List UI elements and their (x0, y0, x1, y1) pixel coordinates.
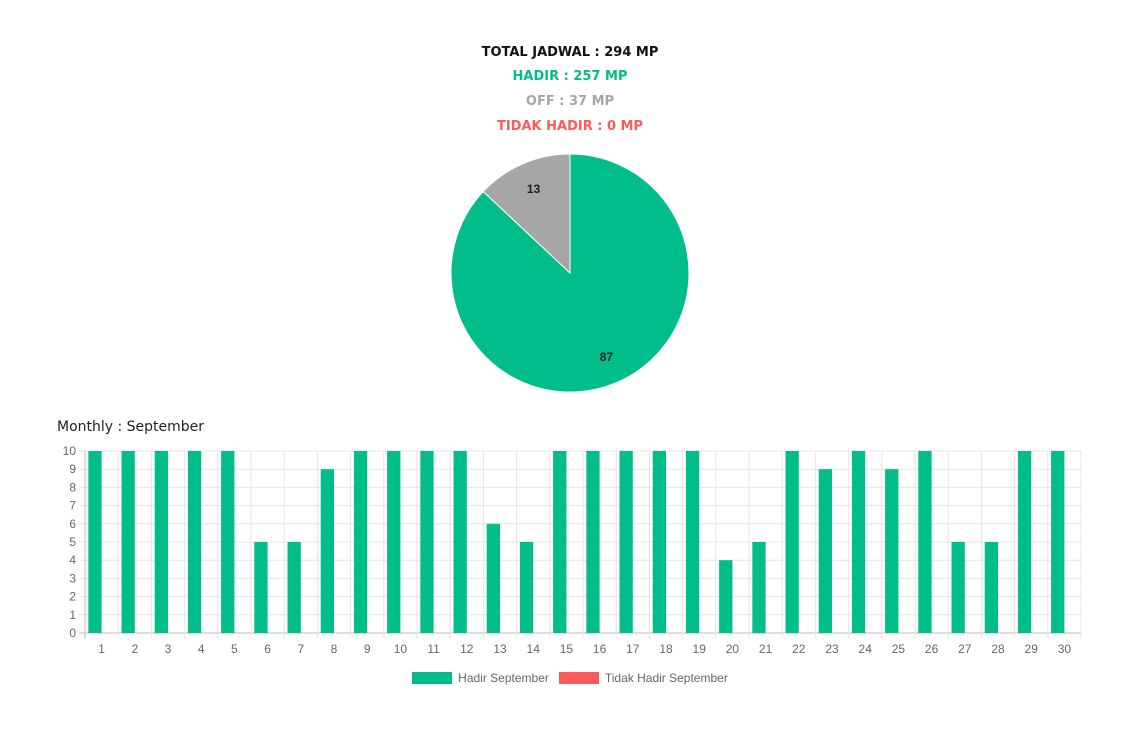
legend-label-tidak-hadir: Tidak Hadir September (604, 671, 728, 685)
x-tick-label: 23 (825, 642, 839, 656)
y-tick-label: 2 (69, 590, 76, 604)
legend-item-hadir[interactable]: Hadir September (412, 671, 549, 685)
y-tick-label: 0 (69, 626, 76, 640)
pie-label-1: 13 (527, 182, 541, 196)
bar-hadir-30[interactable] (1051, 451, 1065, 633)
y-tick-label: 7 (69, 499, 76, 513)
x-tick-label: 12 (460, 642, 474, 656)
bar-hadir-14[interactable] (519, 542, 534, 633)
summary-tidak-hadir: TIDAK HADIR : 0 MP (496, 119, 644, 134)
bar-hadir-27[interactable] (951, 542, 965, 633)
y-tick-label: 10 (63, 444, 77, 458)
y-tick-label: 3 (69, 571, 76, 585)
bar-hadir-24[interactable] (851, 451, 866, 633)
y-tick-label: 9 (69, 462, 76, 476)
bar-hadir-16[interactable] (586, 451, 600, 633)
bar-hadir-10[interactable] (387, 451, 401, 633)
legend-item-tidak-hadir[interactable]: Tidak Hadir September (558, 671, 728, 685)
bar-hadir-8[interactable] (320, 469, 334, 633)
x-tick-label: 15 (560, 642, 574, 656)
monthly-chart-title: Monthly : September (57, 419, 205, 435)
bar-hadir-19[interactable] (685, 451, 700, 633)
bar-hadir-29[interactable] (1017, 451, 1032, 633)
x-tick-label: 19 (693, 642, 707, 656)
x-tick-label: 2 (131, 642, 138, 656)
chart-legend: Hadir September Tidak Hadir September (0, 671, 1140, 685)
bar-hadir-9[interactable] (353, 451, 368, 633)
bar-hadir-11[interactable] (420, 451, 434, 633)
x-tick-label: 20 (726, 642, 740, 656)
bar-hadir-25[interactable] (885, 469, 899, 633)
x-tick-label: 4 (198, 642, 205, 656)
x-tick-label: 30 (1058, 642, 1072, 656)
x-tick-label: 9 (364, 642, 371, 656)
x-tick-label: 26 (925, 642, 939, 656)
x-tick-label: 10 (394, 642, 408, 656)
pie-chart: 87 13 (450, 153, 690, 393)
bar-hadir-12[interactable] (453, 451, 467, 633)
x-tick-label: 8 (331, 642, 338, 656)
y-tick-label: 5 (69, 535, 76, 549)
legend-swatch-tidak-hadir (558, 672, 599, 684)
x-tick-label: 6 (264, 642, 271, 656)
legend-swatch-hadir (412, 672, 453, 684)
x-tick-label: 24 (859, 642, 873, 656)
bar-hadir-21[interactable] (752, 542, 766, 633)
summary-hadir: HADIR : 257 MP (512, 69, 628, 84)
bar-hadir-28[interactable] (984, 542, 998, 633)
y-tick-label: 8 (69, 480, 76, 494)
x-tick-label: 17 (626, 642, 640, 656)
x-tick-label: 29 (1025, 642, 1039, 656)
bar-hadir-2[interactable] (121, 451, 135, 633)
pie-slice-0[interactable] (450, 153, 690, 393)
summary-total: TOTAL JADWAL : 294 MP (481, 45, 659, 60)
bar-hadir-1[interactable] (88, 451, 102, 633)
bar-hadir-26[interactable] (918, 451, 932, 633)
pie-label-0: 87 (600, 350, 614, 364)
bar-hadir-15[interactable] (553, 451, 567, 633)
bar-hadir-5[interactable] (221, 451, 235, 633)
bar-hadir-18[interactable] (652, 451, 666, 633)
x-tick-label: 3 (165, 642, 172, 656)
bar-hadir-3[interactable] (154, 451, 168, 633)
legend-label-hadir: Hadir September (458, 671, 549, 685)
bar-hadir-17[interactable] (619, 451, 633, 633)
bar-hadir-22[interactable] (785, 451, 799, 633)
x-tick-label: 1 (98, 642, 105, 656)
x-tick-label: 25 (892, 642, 906, 656)
x-tick-label: 11 (427, 642, 440, 656)
x-tick-label: 7 (297, 642, 304, 656)
x-tick-label: 16 (593, 642, 607, 656)
bar-hadir-7[interactable] (287, 542, 301, 633)
pie-slice-1[interactable] (482, 153, 571, 275)
x-tick-label: 18 (659, 642, 673, 656)
bar-hadir-13[interactable] (486, 523, 500, 633)
x-tick-label: 13 (493, 642, 507, 656)
x-tick-label: 22 (792, 642, 806, 656)
y-tick-label: 6 (69, 517, 76, 531)
bar-hadir-23[interactable] (818, 469, 832, 633)
summary-off: OFF : 37 MP (525, 94, 615, 109)
bar-hadir-20[interactable] (719, 560, 733, 633)
x-tick-label: 21 (759, 642, 773, 656)
bar-hadir-4[interactable] (187, 451, 202, 633)
y-tick-label: 1 (69, 608, 76, 622)
bar-hadir-6[interactable] (254, 542, 268, 633)
y-tick-label: 4 (69, 553, 76, 567)
x-tick-label: 14 (527, 642, 541, 656)
x-tick-label: 5 (231, 642, 238, 656)
x-tick-label: 27 (958, 642, 972, 656)
x-tick-label: 28 (991, 642, 1005, 656)
